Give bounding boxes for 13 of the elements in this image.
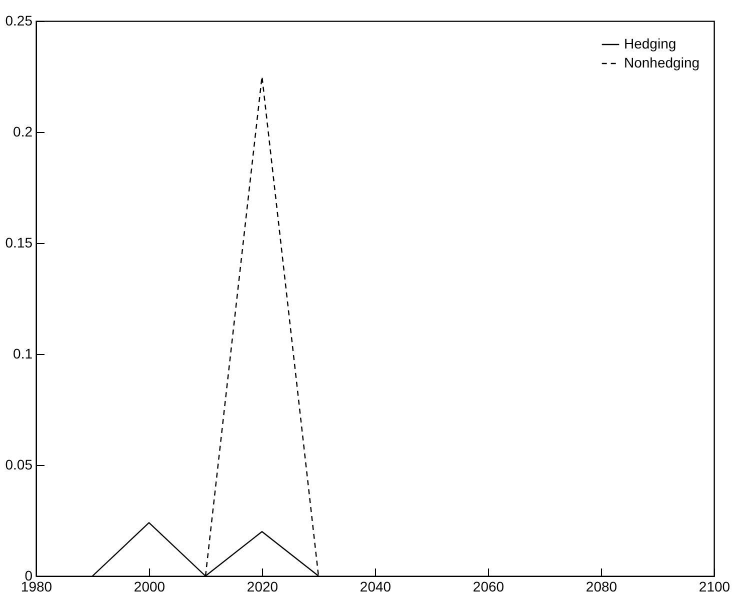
y-tick-label: 0.15 (5, 234, 33, 250)
x-tick-label: 2060 (472, 578, 504, 594)
y-tick-label: 0.2 (13, 124, 33, 140)
x-tick-label: 2040 (360, 578, 392, 594)
y-tick-label: 0.25 (5, 12, 33, 28)
x-tick-label: 2080 (586, 578, 618, 594)
x-tick-label: 2100 (698, 578, 730, 594)
x-tick-label: 2020 (246, 578, 278, 594)
legend-label: Hedging (624, 36, 676, 52)
x-tick-label: 2000 (134, 578, 166, 594)
y-tick-label: 0.1 (13, 346, 33, 362)
legend-label: Nonhedging (624, 54, 700, 70)
y-tick-label: 0.05 (5, 456, 33, 472)
